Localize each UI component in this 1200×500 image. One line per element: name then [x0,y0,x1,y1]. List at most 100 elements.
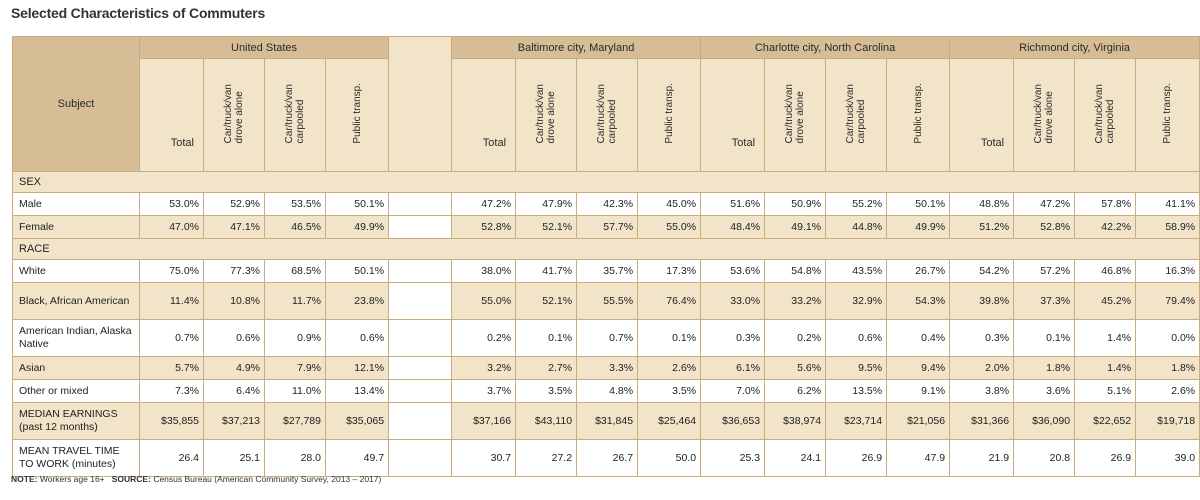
table-cell: $27,789 [264,402,326,440]
table-cell: 9.1% [886,379,951,403]
table-cell: 76.4% [637,282,702,320]
row-label: Female [12,215,140,239]
subheader-row: Total Car/truck/van drove alone Car/truck/… [13,58,1200,172]
column-header: Car/truck/van carpooled [1074,58,1137,172]
section-label: SEX [11,171,1200,193]
table-cell: 0.2% [764,319,827,357]
table-cell: 7.0% [700,379,766,403]
table-row: Asian 5.7% 4.9% 7.9% 12.1% 3.2% 2.7% 3.3% 2.6% 6.… [12,356,1200,380]
table-cell: 0.6% [324,319,390,357]
column-header-label: Car/truck/van carpooled [1094,83,1117,144]
region-header: United States [138,36,390,59]
table-cell: 32.9% [825,282,888,320]
table-cell: 47.0% [139,215,204,239]
table-cell: 24.1 [764,439,827,477]
table-cell: 11.7% [264,282,326,320]
table-cell: 1.8% [1135,356,1200,380]
table-cell: 41.7% [515,259,578,283]
column-header: Total [451,58,517,172]
table-cell: 26.9 [825,439,888,477]
table-cell: 57.8% [1074,192,1137,216]
table-cell: 3.3% [576,356,639,380]
table-cell: 13.5% [825,379,888,403]
table-cell: 53.6% [700,259,766,283]
table-cell: 48.8% [949,192,1015,216]
section-row: SEX [11,171,1200,193]
table-cell: 57.2% [1013,259,1076,283]
table-cell: 13.4% [324,379,390,403]
table-cell: 47.9 [886,439,951,477]
table-cell: 52.8% [1013,215,1076,239]
column-header: Car/truck/van carpooled [576,58,639,172]
column-header-label: Public transp. [351,83,363,144]
column-header: Public transp. [637,58,702,172]
table-cell: 46.5% [264,215,326,239]
table-cell: 54.3% [886,282,951,320]
table-cell: 47.2% [451,192,517,216]
row-label: MEDIAN EARNINGS (past 12 months) [12,402,140,440]
column-header-label: Public transp. [912,83,924,144]
table-cell: 3.2% [451,356,517,380]
table-cell: 49.7 [324,439,390,477]
table-row: American Indian, Alaska Native 0.7% 0.6% 0.… [12,319,1200,357]
region-header-row: Subject United States Baltimore city, Ma… [12,36,1200,172]
table-cell: 55.0% [451,282,517,320]
table-cell: 3.7% [451,379,517,403]
table-cell: 6.4% [203,379,265,403]
gap-cell [388,439,453,477]
table-cell: $35,065 [324,402,390,440]
table-cell: 4.9% [203,356,265,380]
column-header: Car/truck/van drove alone [764,58,827,172]
column-header-label: Total [482,137,507,149]
table-cell: 6.1% [700,356,766,380]
column-header: Public transp. [324,58,390,172]
table-cell: 9.5% [825,356,888,380]
table-cell: $36,090 [1013,402,1076,440]
table-cell: 12.1% [324,356,390,380]
table-cell: $25,464 [637,402,702,440]
table-cell: 5.7% [139,356,204,380]
table-cell: 0.6% [825,319,888,357]
table-cell: 57.7% [576,215,639,239]
table-cell: 47.1% [203,215,265,239]
table-cell: 0.4% [886,319,951,357]
table-cell: 23.8% [324,282,390,320]
table-cell: 49.9% [886,215,951,239]
gap-cell [388,215,453,239]
table-cell: 2.0% [949,356,1015,380]
table-cell: 39.8% [949,282,1015,320]
note-label: NOTE: [11,474,38,484]
gap-cell [388,379,453,403]
table-cell: 75.0% [139,259,204,283]
table-cell: 50.0 [637,439,702,477]
table-cell: 33.2% [764,282,827,320]
row-label: Other or mixed [12,379,140,403]
table-cell: 55.2% [825,192,888,216]
table-cell: 37.3% [1013,282,1076,320]
table-cell: 0.1% [637,319,702,357]
table-cell: 0.9% [264,319,326,357]
source-label: SOURCE: [111,474,151,484]
table-cell: $38,974 [764,402,827,440]
column-header: Car/truck/van drove alone [1013,58,1076,172]
table-cell: 0.1% [1013,319,1076,357]
table-cell: 0.7% [139,319,204,357]
footnote: NOTE: Workers age 16+ SOURCE: Census Bur… [11,474,381,484]
table-cell: 54.2% [949,259,1015,283]
section-row: RACE [11,238,1200,260]
table-cell: 11.0% [264,379,326,403]
table-cell: 26.4 [139,439,204,477]
column-header-label: Car/truck/van drove alone [784,83,807,144]
table-cell: 2.6% [637,356,702,380]
table-cell: 47.2% [1013,192,1076,216]
table-body: SEX Male 53.0% 52.9% 53.5% 50.1% 47.2% 47.9% 42.… [11,171,1200,477]
region-header: Charlotte city, North Carolina [700,36,951,59]
table-cell: 10.8% [203,282,265,320]
gap-cell [388,356,453,380]
table-cell: 45.2% [1074,282,1137,320]
table-cell: 33.0% [700,282,766,320]
table-row: Black, African American 11.4% 10.8% 11.7% 23… [12,282,1200,320]
gap-column-header [388,36,453,172]
table-cell: 25.3 [700,439,766,477]
note-text: Workers age 16+ [39,474,105,484]
